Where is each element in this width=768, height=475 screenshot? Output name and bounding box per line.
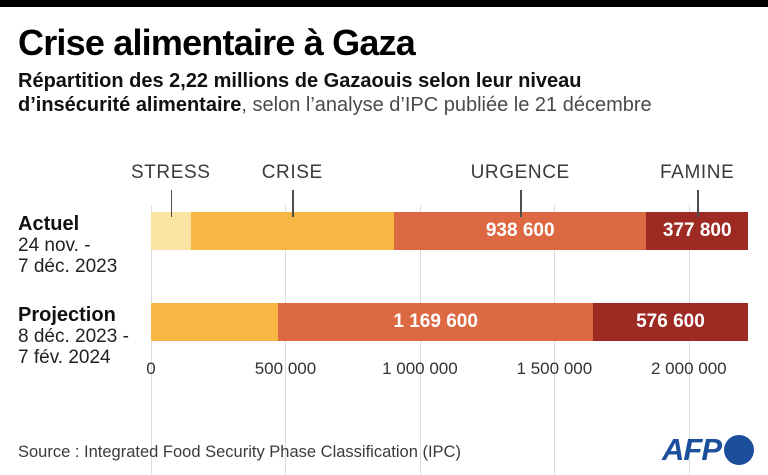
afp-logo-text: AFP xyxy=(662,432,722,467)
axis-tick-label: 1 000 000 xyxy=(382,359,458,378)
subtitle-line2-bold: d’insécurité alimentaire xyxy=(18,94,242,116)
row-name: Actuel xyxy=(18,213,80,235)
segment-value: 938 600 xyxy=(485,220,555,241)
row-label: Actuel 24 nov. -7 déc. 2023 xyxy=(18,213,148,277)
bar-segment-stress xyxy=(151,212,191,250)
leader-line-stress xyxy=(170,190,173,217)
bar-segment-urgence: 938 600 xyxy=(393,212,647,250)
row-name: Projection xyxy=(18,304,116,326)
source-note: Source : Integrated Food Security Phase … xyxy=(18,443,461,461)
bar-segment-crise xyxy=(190,212,394,250)
segment-value: 377 800 xyxy=(662,220,732,241)
leader-line-famine xyxy=(697,190,699,217)
phase-label-urgence: URGENCE xyxy=(470,162,570,183)
bar-segment-urgence: 1 169 600 xyxy=(278,303,593,341)
afp-logo-circle-icon xyxy=(724,435,754,465)
phase-label-famine: FAMINE xyxy=(660,162,735,183)
segment-value: 576 600 xyxy=(636,311,705,332)
axis-tick-label: 0 xyxy=(146,359,156,378)
row-period-line: 24 nov. - xyxy=(18,235,91,256)
subtitle-line2-regular: , selon l’analyse d’IPC publiée le 21 dé… xyxy=(241,94,652,116)
leader-line-urgence xyxy=(520,190,522,217)
bar-segment-crise xyxy=(151,303,279,341)
row-label: Projection 8 déc. 2023 -7 fév. 2024 xyxy=(18,304,148,368)
subtitle-line1-text: Répartition des 2,22 millions de Gazaoui… xyxy=(18,70,582,92)
bar-segment-famine: 377 800 xyxy=(646,212,748,250)
segment-value: 1 169 600 xyxy=(393,311,478,332)
axis-tick-label: 500 000 xyxy=(254,359,317,378)
axis-tick-label: 1 500 000 xyxy=(516,359,593,378)
row-period-line: 8 déc. 2023 - xyxy=(18,326,129,347)
page-title: Crise alimentaire à Gaza xyxy=(18,22,416,63)
axis-tick-label: 2 000 000 xyxy=(651,359,727,378)
leader-line-crise xyxy=(292,190,294,217)
bar-segment-famine: 576 600 xyxy=(592,303,748,341)
phase-label-stress: STRESS xyxy=(130,162,211,183)
bar-chart: 0 500 000 1 000 000 1 500 000 2 000 000 STRES… xyxy=(0,160,768,475)
phase-label-crise: CRISE xyxy=(261,162,323,183)
subtitle: Répartition des 2,22 millions de Gazaoui… xyxy=(18,69,753,117)
row-period-line: 7 fév. 2024 xyxy=(18,347,111,368)
afp-logo: AFP xyxy=(662,432,754,468)
subtitle-line1: Répartition des 2,22 millions de Gazaoui… xyxy=(18,69,753,93)
row-period-line: 7 déc. 2023 xyxy=(18,256,118,277)
subtitle-line2: d’insécurité alimentaire, selon l’analys… xyxy=(18,93,753,117)
top-border xyxy=(0,0,768,7)
